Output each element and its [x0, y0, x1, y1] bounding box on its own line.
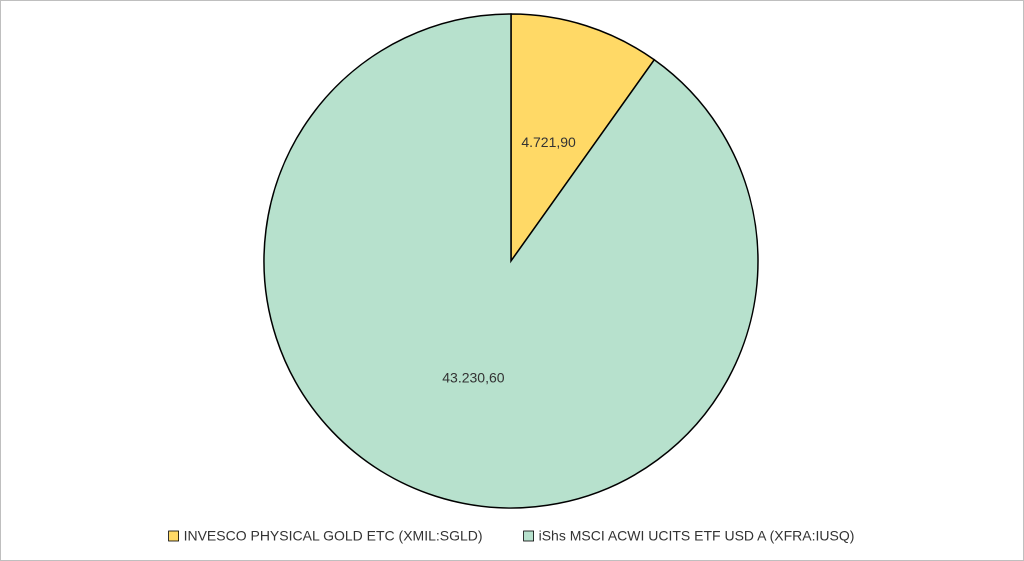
data-label: 43.230,60: [442, 369, 504, 385]
legend-label: iShs MSCI ACWI UCITS ETF USD A (XFRA:IUS…: [539, 528, 855, 544]
pie-slice: [263, 13, 759, 509]
legend-swatch: [168, 530, 179, 542]
pie-slice: [510, 13, 656, 264]
data-label: 4.721,90: [521, 134, 576, 150]
legend-label: INVESCO PHYSICAL GOLD ETC (XMIL:SGLD): [184, 528, 483, 544]
legend-swatch: [523, 530, 534, 542]
